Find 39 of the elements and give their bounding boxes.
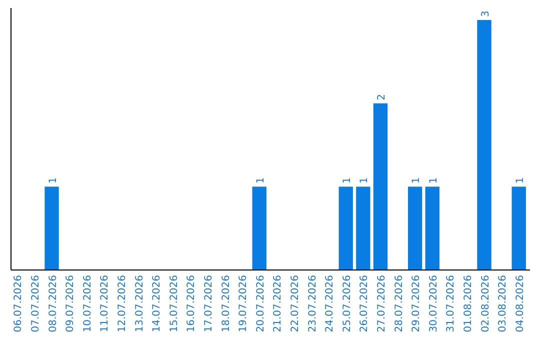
x-tick-label: 12.07.2026 bbox=[116, 275, 128, 332]
x-tick-label: 24.07.2026 bbox=[324, 275, 336, 332]
data-label: 1 bbox=[428, 177, 440, 184]
x-tick-label: 17.07.2026 bbox=[203, 275, 214, 332]
x-tick-label: 09.07.2026 bbox=[65, 275, 76, 332]
x-tick-label: 26.07.2026 bbox=[359, 275, 370, 332]
x-tick-label: 30.07.2026 bbox=[428, 275, 440, 332]
x-tick-label: 21.07.2026 bbox=[272, 275, 284, 332]
x-tick-label: 22.07.2026 bbox=[290, 275, 301, 332]
x-tick-label: 14.07.2026 bbox=[152, 275, 163, 332]
x-tick-label: 03.08.2026 bbox=[498, 275, 509, 332]
x-tick-label: 19.07.2026 bbox=[238, 275, 250, 332]
data-label: 1 bbox=[342, 177, 353, 184]
data-label: 3 bbox=[480, 10, 492, 17]
x-tick-label: 18.07.2026 bbox=[220, 275, 232, 332]
x-tick-label: 06.07.2026 bbox=[13, 275, 24, 332]
x-tick-label: 23.07.2026 bbox=[307, 275, 318, 332]
x-tick-label: 01.08.2026 bbox=[462, 275, 474, 332]
x-tick-label: 02.08.2026 bbox=[480, 275, 492, 332]
data-label: 1 bbox=[48, 177, 59, 184]
x-tick-label: 04.08.2026 bbox=[514, 275, 526, 332]
data-label: 2 bbox=[376, 94, 388, 100]
data-label: 1 bbox=[514, 177, 526, 184]
data-label: 1 bbox=[255, 177, 266, 184]
x-tick-label: 29.07.2026 bbox=[411, 275, 422, 332]
x-tick-label: 08.07.2026 bbox=[48, 275, 59, 332]
data-label: 1 bbox=[359, 177, 370, 184]
x-tick-label: 11.07.2026 bbox=[100, 275, 111, 332]
x-tick-label: 20.07.2026 bbox=[255, 275, 266, 332]
x-tick-label: 16.07.2026 bbox=[186, 275, 198, 332]
x-tick-label: 31.07.2026 bbox=[446, 275, 457, 332]
x-tick-label: 13.07.2026 bbox=[134, 275, 146, 332]
x-tick-label: 15.07.2026 bbox=[168, 275, 180, 332]
data-label: 1 bbox=[411, 177, 422, 184]
x-tick-label: 10.07.2026 bbox=[82, 275, 94, 332]
x-tick-label: 28.07.2026 bbox=[394, 275, 405, 332]
x-tick-label: 07.07.2026 bbox=[30, 275, 42, 332]
x-tick-label: 27.07.2026 bbox=[376, 275, 388, 332]
x-tick-label: 25.07.2026 bbox=[342, 275, 353, 332]
